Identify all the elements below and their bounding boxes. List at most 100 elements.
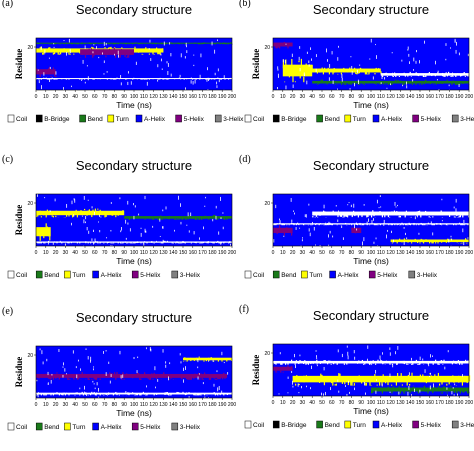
coil-speckle (403, 227, 405, 229)
coil-speckle (165, 364, 167, 368)
coil-speckle (38, 80, 40, 84)
x-tick-label: 90 (358, 250, 364, 256)
coil-speckle (66, 373, 67, 375)
band-fragment (283, 41, 285, 47)
band-fragment (194, 42, 196, 44)
band-fragment (461, 363, 463, 365)
band-fragment (194, 392, 196, 396)
band-fragment (441, 392, 443, 394)
panel-label: (d) (239, 154, 251, 165)
coil-speckle (444, 366, 446, 370)
coil-speckle (53, 43, 55, 45)
band-fragment (320, 79, 322, 83)
band-fragment (208, 218, 210, 220)
band-fragment (211, 79, 213, 80)
band-fragment (186, 78, 188, 80)
band-fragment (423, 376, 425, 380)
coil-speckle (212, 218, 214, 222)
x-tick-label: 70 (339, 400, 345, 406)
band-fragment (115, 78, 117, 80)
band-fragment (91, 391, 93, 393)
coil-speckle (127, 81, 129, 86)
band-fragment (38, 375, 40, 379)
legend-swatch (344, 420, 352, 429)
x-tick-label: 90 (121, 402, 127, 408)
band-fragment (164, 392, 166, 396)
coil-speckle (291, 219, 293, 223)
coil-speckle (162, 349, 164, 353)
band-fragment (190, 376, 192, 380)
band-fragment (421, 239, 423, 243)
x-tick-label: 110 (140, 402, 148, 408)
band-fragment (282, 371, 284, 373)
band-fragment (48, 240, 50, 243)
coil-speckle (36, 379, 38, 382)
x-tick-label: 100 (367, 94, 376, 100)
coil-speckle (136, 370, 138, 374)
coil-speckle (218, 231, 220, 235)
coil-speckle (40, 46, 42, 51)
band-fragment (420, 213, 422, 218)
coil-speckle (394, 201, 396, 206)
x-tick-label: 150 (179, 250, 188, 256)
band-fragment (427, 73, 429, 75)
band-fragment (159, 77, 161, 80)
band-fragment (140, 378, 142, 380)
band-fragment (455, 362, 457, 364)
band-turn (390, 238, 469, 244)
band-fragment (365, 81, 367, 83)
band-fragment (317, 84, 319, 85)
band-fragment (166, 374, 168, 377)
x-tick-label: 170 (198, 402, 207, 408)
coil-speckle (391, 230, 392, 234)
band-fragment (127, 242, 129, 244)
coil-speckle (83, 393, 85, 396)
coil-speckle (347, 351, 349, 356)
legend-entry: 3-Helix (460, 116, 474, 123)
band-fragment (166, 240, 168, 243)
band-fragment (401, 73, 403, 76)
band-fragment (322, 70, 324, 75)
band-fragment (199, 378, 201, 380)
band-fragment (68, 242, 70, 244)
band-fragment (40, 216, 42, 218)
coil-speckle (103, 73, 105, 75)
band-fragment (429, 373, 431, 375)
band-fragment (349, 83, 351, 85)
band-fragment (72, 214, 74, 218)
x-tick-label: 10 (280, 250, 286, 256)
band-fragment (38, 42, 40, 45)
legend-entry: Turn (353, 422, 367, 429)
band-fragment (91, 378, 93, 380)
band-fragment (411, 242, 413, 244)
coil-speckle (199, 74, 201, 79)
coil-speckle (331, 51, 333, 55)
band-fragment (321, 374, 323, 382)
x-tick-label: 150 (416, 94, 425, 100)
coil-speckle (399, 213, 400, 216)
band-fragment (124, 54, 126, 58)
band-fragment (216, 378, 218, 380)
band-fragment (291, 58, 293, 68)
coil-speckle (364, 381, 365, 386)
coil-speckle (411, 357, 412, 361)
x-axis-label: Time (ns) (116, 256, 152, 266)
band-fragment (403, 212, 405, 215)
band-fragment (398, 76, 400, 77)
band-fragment (124, 392, 126, 395)
coil-speckle (366, 221, 368, 224)
band-fragment (99, 378, 101, 380)
band-fragment (383, 82, 385, 85)
coil-speckle (308, 64, 310, 67)
band-fragment (341, 212, 343, 217)
x-tick-label: 0 (35, 94, 38, 100)
band-fragment (160, 241, 162, 244)
band-fragment (88, 378, 90, 380)
coil-speckle (384, 77, 386, 80)
band-fragment (108, 241, 110, 243)
legend-entry: 5-Helix (140, 272, 161, 279)
x-tick-label: 100 (367, 250, 376, 256)
band-fragment (348, 82, 350, 85)
band-fragment (402, 223, 404, 226)
band-fragment (187, 217, 189, 220)
